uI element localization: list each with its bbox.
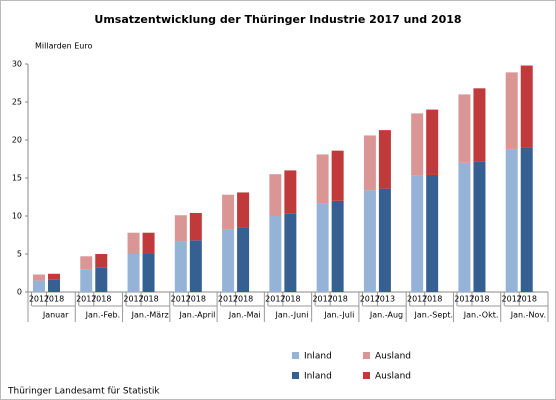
bar-segment [520,147,533,292]
source: Thüringer Landesamt für Statistik [7,387,160,397]
bar-label: 2017 [407,295,427,304]
bar-segment [127,232,140,254]
x-tick-label: Jan.-Okt. [463,311,499,320]
bar-segment [284,213,297,292]
x-tick-label: Jan.-Mai [228,311,261,320]
bar-label: 2017 [360,295,380,304]
bar-segment [48,279,60,292]
y-tick-label: 25 [12,98,22,107]
bar-label: 2018 [91,295,111,304]
x-tick-label: Januar [42,311,69,320]
bar-segment [80,269,93,292]
bar-segment [33,280,45,292]
bar-segment [378,130,391,189]
bar-segment [411,175,424,292]
bar-label: 2018 [422,295,442,304]
bar-segment [378,188,391,292]
x-tick-label: Jan.-Sept. [414,311,454,320]
bar-label: 2017 [29,295,49,304]
y-tick-label: 0 [17,288,22,297]
y-tick-label: 20 [12,136,22,145]
bar-segment [269,174,282,216]
legend-swatch [363,372,370,379]
x-tick-label: Jan.-Juni [275,311,309,320]
bar-label: 2018 [138,295,158,304]
bar-segment [316,154,329,204]
bar-label: 2017 [218,295,238,304]
bar-segment [237,192,250,228]
bar-segment [505,149,518,292]
bar-segment [426,174,439,292]
bar-segment [95,254,108,268]
bar-segment [426,109,439,175]
bar-label: 2018 [186,295,206,304]
bar-label: 2017 [171,295,191,304]
bar-segment [48,273,60,280]
bar-segment [189,212,202,241]
x-tick-label: Jan.-Juli [323,311,354,320]
bar-segment [458,94,471,163]
bar-label: 2018 [280,295,300,304]
bar-segment [222,229,235,292]
bar-label: 2018 [44,295,64,304]
bar-segment [33,274,45,281]
legend-label: Ausland [375,372,411,382]
bar-label: 2017 [76,295,96,304]
bar-label: 2018 [517,295,537,304]
chart-title: Umsatzentwicklung der Thüringer Industri… [94,13,461,26]
bar-segment [331,200,344,292]
legend-label: Ausland [375,352,411,362]
x-tick-label: Jan.-Feb. [85,311,120,320]
bar-segment [458,162,471,292]
bar-segment [127,254,140,292]
bar-segment [269,216,282,292]
bar-label: 2018 [233,295,253,304]
bar-label: 2017 [312,295,332,304]
bar-segment [473,161,486,292]
bar-label: 2017 [454,295,474,304]
bar-segment [222,194,235,230]
y-tick-label: 30 [12,60,22,69]
bar-label: 2017 [123,295,143,304]
legend-label: Inland [304,372,332,382]
bar-segment [174,215,187,242]
bar-segment [363,190,376,292]
bar-label: 2018 [469,295,489,304]
bar-segment [189,240,202,292]
y-tick-label: 5 [17,250,22,259]
bar-segment [284,170,297,214]
x-tick-label: Jan.-Nov. [510,311,546,320]
legend-swatch [292,352,299,359]
bar-segment [520,65,533,148]
bar-label: 2017 [265,295,285,304]
bar-label: 2018 [327,295,347,304]
bar-segment [142,232,155,254]
y-tick-label: 15 [12,174,22,183]
legend-label: Inland [304,352,332,362]
bar-segment [363,135,376,191]
bar-segment [331,150,344,201]
bar-label: 2013 [375,295,395,304]
bar-segment [174,241,187,292]
y-axis-label: Millarden Euro [35,42,92,51]
bar-segment [505,72,518,150]
bar-segment [237,227,250,292]
x-tick-label: Jan.-April [179,311,216,320]
bar-segment [473,88,486,162]
x-tick-label: Jan.-Aug [369,311,403,320]
bar-segment [142,254,155,292]
legend-swatch [363,352,370,359]
bar-label: 2017 [502,295,522,304]
legend-swatch [292,372,299,379]
bar-segment [80,256,93,270]
x-tick-label: Jan.-März [131,311,169,320]
bar-segment [316,203,329,292]
bar-segment [411,113,424,176]
bar-segment [95,267,108,292]
y-tick-label: 10 [12,212,22,221]
